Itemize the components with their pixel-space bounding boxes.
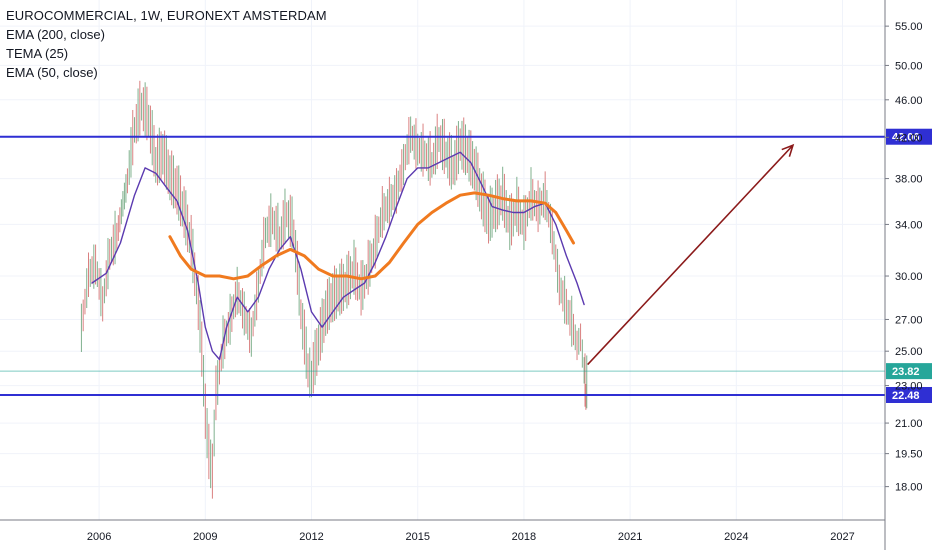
symbol-title[interactable]: EUROCOMMERCIAL, 1W, EURONEXT AMSTERDAM — [6, 8, 327, 23]
y-tick-label: 25.00 — [895, 346, 923, 358]
x-tick-label: 2018 — [512, 531, 536, 543]
y-tick-label: 50.00 — [895, 60, 923, 72]
y-tick-label: 38.00 — [895, 174, 923, 186]
level-price-tag-bg — [886, 128, 932, 145]
y-tick-label: 34.00 — [895, 219, 923, 231]
projection-arrow[interactable] — [587, 143, 795, 366]
x-tick-label: 2024 — [724, 531, 748, 543]
level-price-tag: 42.06 — [892, 132, 920, 144]
y-tick-label: 30.00 — [895, 271, 923, 283]
x-tick-label: 2012 — [299, 531, 323, 543]
level-price-tag: 22.48 — [892, 390, 920, 402]
indicator-lines — [91, 151, 585, 361]
x-tick-label: 2015 — [405, 531, 429, 543]
y-tick-label: 55.00 — [895, 21, 923, 33]
level-price-tag-bg — [886, 386, 932, 403]
x-tick-label: 2027 — [830, 531, 854, 543]
legend-tema25[interactable]: TEMA (25) — [6, 46, 69, 61]
y-tick-label: 19.50 — [895, 449, 923, 461]
chart-grid — [0, 0, 885, 520]
y-tick-label: 21.00 — [895, 418, 923, 430]
arrow-shaft[interactable] — [587, 144, 794, 366]
legend-ema200[interactable]: EMA (200, close) — [6, 27, 105, 42]
ema50-line — [168, 191, 575, 281]
y-tick-label: 27.00 — [895, 314, 923, 326]
x-tick-label: 2021 — [618, 531, 642, 543]
tema25-line — [91, 151, 585, 361]
horizontal-levels[interactable]: 23.82 42.06 22.48 — [0, 128, 932, 403]
current-price-tag-bg — [886, 363, 932, 380]
legend-ema50[interactable]: EMA (50, close) — [6, 65, 98, 80]
current-price-tag: 23.82 — [892, 366, 920, 378]
arrow-head[interactable] — [781, 143, 795, 157]
chart-legend: EUROCOMMERCIAL, 1W, EURONEXT AMSTERDAM E… — [6, 6, 327, 82]
price-series — [80, 80, 588, 499]
y-tick-label: 42.00 — [895, 132, 923, 144]
y-tick-label: 46.00 — [895, 95, 923, 107]
x-tick-label: 2009 — [193, 531, 217, 543]
x-tick-label: 2006 — [87, 531, 111, 543]
y-tick-label: 18.00 — [895, 482, 923, 494]
y-tick-label: 23.00 — [895, 381, 923, 393]
